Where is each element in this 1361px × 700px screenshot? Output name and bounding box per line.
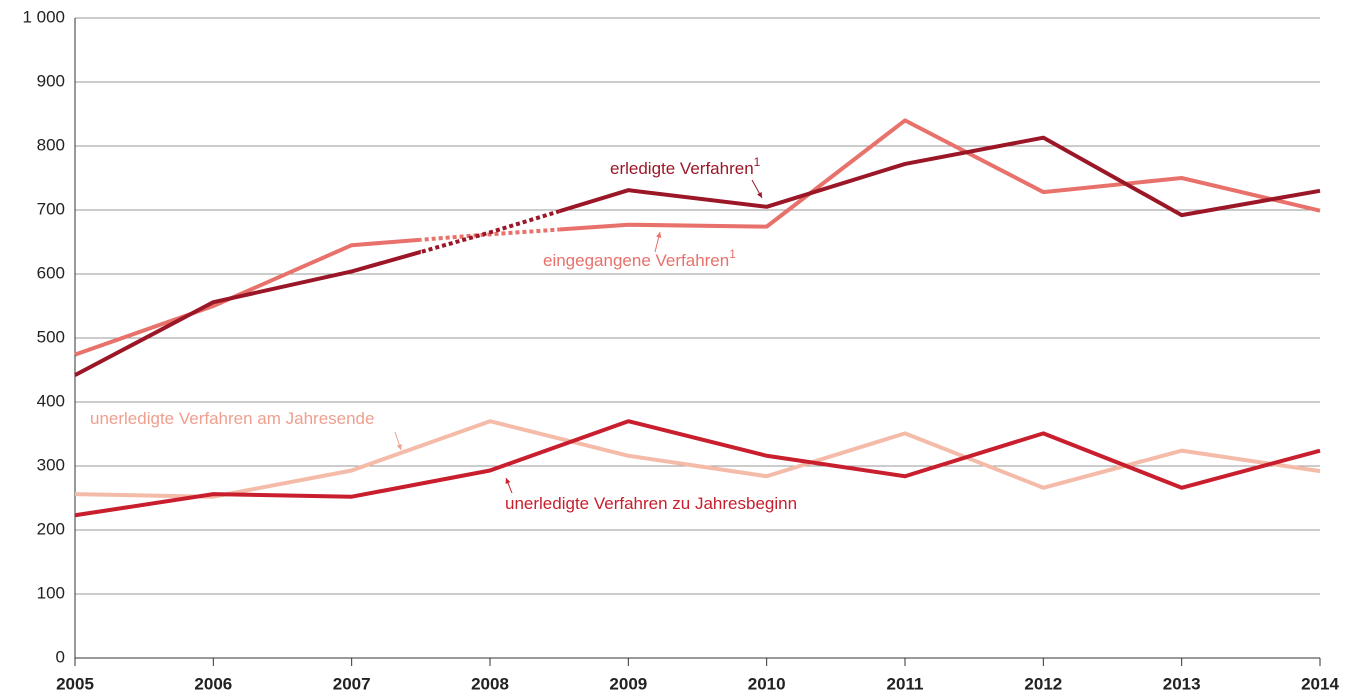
x-tick-label: 2013 (1163, 674, 1201, 693)
x-tick-label: 2011 (887, 674, 924, 693)
x-tick-label: 2008 (471, 674, 509, 693)
y-tick-label: 700 (37, 199, 65, 218)
y-tick-label: 900 (37, 71, 65, 90)
label-arrowhead (505, 478, 511, 484)
series-line (74, 419, 1321, 499)
y-tick-label: 0 (56, 647, 65, 666)
x-tick-label: 2007 (333, 674, 371, 693)
footnote: 1 (729, 247, 736, 261)
series-line (74, 419, 1321, 518)
x-tick-label: 2009 (609, 674, 647, 693)
footnote: 1 (754, 155, 761, 169)
series-label-name: eingegangene Verfahren (543, 251, 729, 270)
series-line-dotted (420, 227, 560, 242)
series-label-name: erledigte Verfahren (610, 159, 754, 178)
series-label: eingegangene Verfahren1 (543, 247, 736, 270)
x-tick-label: 2010 (748, 674, 786, 693)
series-line (74, 135, 1321, 377)
series-line (74, 118, 1321, 357)
y-tick-label: 400 (37, 391, 65, 410)
x-tick-label: 2006 (194, 674, 232, 693)
y-tick-label: 500 (37, 327, 65, 346)
series-label-name: unerledigte Verfahren zu Jahresbeginn (505, 494, 797, 513)
y-tick-label: 300 (37, 455, 65, 474)
y-tick-label: 600 (37, 263, 65, 282)
series-label: unerledigte Verfahren am Jahresende (90, 409, 374, 428)
label-arrowhead (396, 444, 402, 450)
label-arrowhead (757, 192, 762, 198)
series-label-name: unerledigte Verfahren am Jahresende (90, 409, 374, 428)
series-label: erledigte Verfahren1 (610, 155, 761, 178)
y-tick-label: 200 (37, 519, 65, 538)
y-tick-label: 1 000 (22, 7, 65, 26)
y-tick-label: 800 (37, 135, 65, 154)
series-label: unerledigte Verfahren zu Jahresbeginn (505, 494, 797, 513)
x-tick-label: 2014 (1301, 674, 1339, 693)
x-tick-label: 2005 (56, 674, 94, 693)
label-arrowhead (656, 232, 662, 238)
x-tick-label: 2012 (1024, 674, 1062, 693)
y-tick-label: 100 (37, 583, 65, 602)
